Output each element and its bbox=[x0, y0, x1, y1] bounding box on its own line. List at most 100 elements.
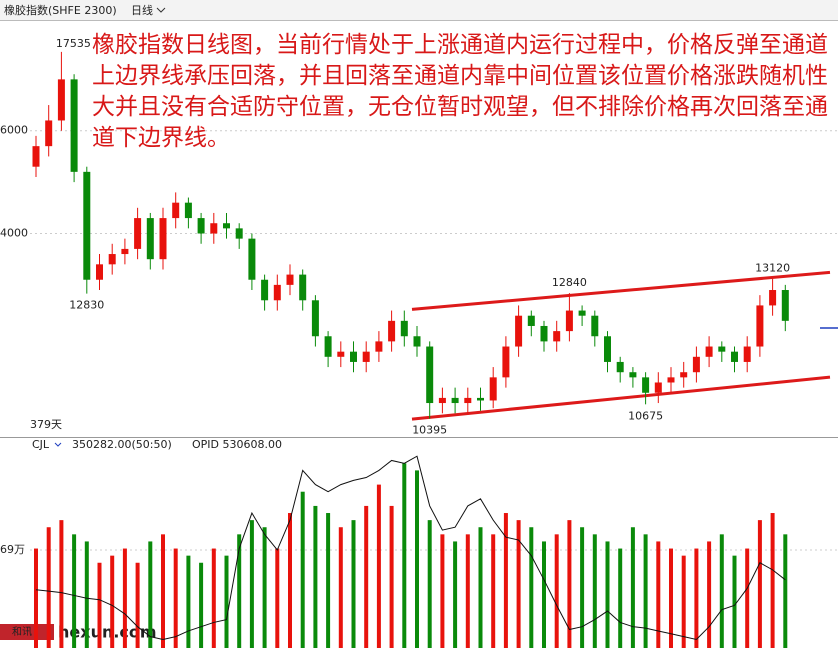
volume-bar bbox=[580, 527, 585, 648]
volume-bar bbox=[465, 534, 470, 648]
y-tick-label: 4000 bbox=[0, 226, 28, 239]
volume-bar bbox=[707, 541, 712, 648]
candle-body bbox=[451, 397, 459, 404]
volume-bar bbox=[122, 548, 127, 648]
candle-body bbox=[692, 356, 700, 373]
candle-body bbox=[96, 264, 103, 280]
volume-bar bbox=[211, 548, 216, 648]
volume-bar bbox=[757, 520, 762, 648]
opid-value: OPID 530608.00 bbox=[192, 438, 282, 451]
candle-body bbox=[172, 202, 180, 219]
volume-bar bbox=[605, 541, 610, 648]
dropdown-arrow[interactable] bbox=[54, 442, 62, 447]
volume-bar bbox=[529, 527, 534, 648]
candle-body bbox=[121, 248, 129, 255]
candle-body bbox=[311, 300, 319, 337]
volume-bar bbox=[516, 520, 521, 648]
volume-bar bbox=[567, 520, 572, 648]
volume-bar bbox=[478, 527, 483, 648]
candle-body bbox=[578, 310, 586, 316]
volume-bar bbox=[364, 505, 369, 648]
header-title: 橡胶指数(SHFE 2300) bbox=[4, 3, 117, 17]
candle-body bbox=[184, 202, 192, 219]
volume-bar bbox=[148, 541, 153, 648]
candle-body bbox=[553, 331, 561, 342]
volume-bar bbox=[643, 534, 648, 648]
y-tick-label: 69万 bbox=[0, 543, 25, 556]
candle-body bbox=[680, 372, 688, 378]
candle-body bbox=[388, 320, 396, 342]
candle-body bbox=[273, 284, 281, 301]
period-selector[interactable]: 日线 bbox=[131, 3, 153, 17]
candle-body bbox=[781, 290, 789, 321]
candle-body bbox=[731, 351, 738, 362]
candle-body bbox=[223, 223, 230, 229]
candle-body bbox=[743, 346, 751, 362]
volume-bar bbox=[186, 555, 191, 648]
candle-body bbox=[108, 254, 116, 265]
candle-body bbox=[32, 146, 40, 167]
volume-bar bbox=[262, 527, 267, 648]
candle-body bbox=[159, 218, 167, 260]
candle-body bbox=[489, 377, 497, 401]
price-annotation: 17535 bbox=[56, 37, 91, 50]
volume-bar bbox=[656, 541, 661, 648]
candle-body bbox=[756, 305, 764, 347]
logo: 和讯 bbox=[12, 626, 32, 638]
volume-bar bbox=[681, 555, 686, 648]
candle-body bbox=[426, 346, 434, 404]
candle-body bbox=[324, 336, 332, 357]
volume-bar bbox=[224, 555, 229, 648]
candle-body bbox=[210, 223, 218, 234]
candle-body bbox=[413, 336, 421, 347]
volume-bar bbox=[402, 463, 407, 648]
candle-body bbox=[45, 120, 53, 147]
volume-bar bbox=[46, 527, 51, 648]
candle-body bbox=[515, 315, 523, 347]
candle-body bbox=[57, 79, 65, 121]
y-tick-label: 6000 bbox=[0, 124, 28, 137]
candle-body bbox=[527, 315, 535, 326]
volume-bar bbox=[669, 548, 673, 648]
volume-bar bbox=[199, 562, 204, 648]
volume-bar bbox=[326, 513, 331, 648]
volume-bar bbox=[694, 548, 699, 648]
candle-body bbox=[629, 372, 637, 378]
volume-bar bbox=[719, 534, 724, 648]
candle-body bbox=[705, 346, 713, 357]
trendline bbox=[411, 375, 831, 421]
candle-body bbox=[654, 382, 662, 393]
candle-body bbox=[438, 397, 446, 404]
volume-bar bbox=[427, 520, 432, 648]
price-annotation: 13120 bbox=[755, 262, 790, 275]
price-annotation: 10395 bbox=[412, 424, 447, 437]
candle-body bbox=[248, 238, 256, 280]
cjl-legend[interactable]: CJL bbox=[32, 438, 50, 451]
price-annotation: 10675 bbox=[628, 409, 663, 422]
dropdown-arrow[interactable] bbox=[156, 7, 166, 13]
logo-box bbox=[0, 624, 54, 640]
candle-body bbox=[261, 279, 269, 301]
volume-bar bbox=[173, 548, 178, 648]
candle-body bbox=[540, 325, 548, 342]
candle-body bbox=[502, 346, 510, 378]
candle-body bbox=[400, 320, 408, 337]
volume-bar bbox=[300, 491, 305, 648]
volume-bar bbox=[59, 520, 64, 648]
volume-bar bbox=[351, 520, 356, 648]
volume-bar bbox=[376, 484, 381, 648]
volume-bar bbox=[745, 548, 750, 648]
candle-body bbox=[235, 228, 243, 239]
trendline bbox=[411, 270, 831, 311]
volume-bar bbox=[491, 534, 496, 648]
watermark: hexun.com bbox=[58, 623, 157, 642]
price-annotation: 12830 bbox=[69, 299, 104, 312]
candle-body bbox=[718, 346, 726, 352]
candle-body bbox=[565, 310, 573, 332]
volume-bar bbox=[249, 520, 254, 648]
volume-bar bbox=[542, 541, 546, 648]
candle-body bbox=[769, 290, 777, 306]
volume-bar bbox=[288, 513, 292, 648]
volume-bar bbox=[97, 562, 102, 648]
